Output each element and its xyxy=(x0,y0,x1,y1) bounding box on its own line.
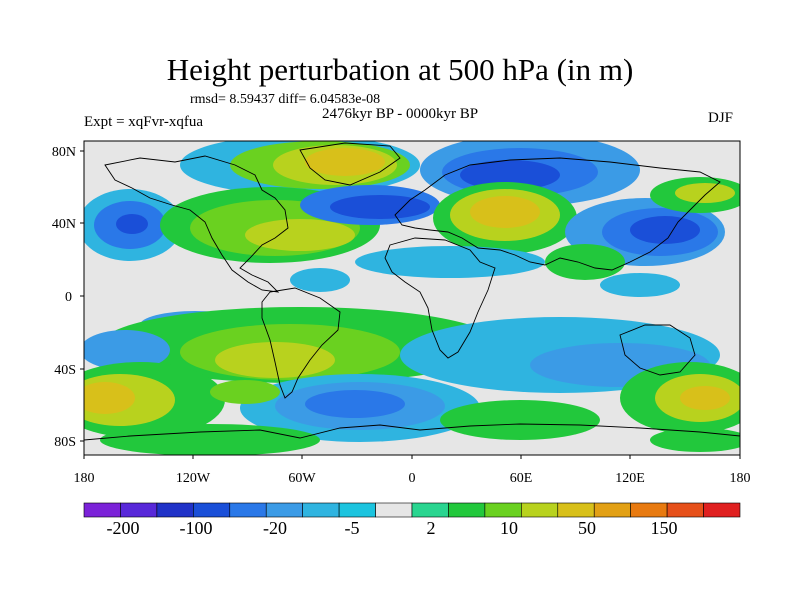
coastline-africa xyxy=(384,237,496,359)
field-patch xyxy=(245,219,355,251)
colorbar-swatch xyxy=(666,502,704,518)
field-patch xyxy=(470,196,540,228)
coastline-australia xyxy=(619,324,696,376)
x-tick-label: 0 xyxy=(409,471,416,486)
colorbar-swatch xyxy=(375,502,413,518)
field-patch xyxy=(600,273,680,297)
field-patch xyxy=(630,216,700,244)
field-patch xyxy=(330,195,430,219)
x-tick-label: 60W xyxy=(288,471,316,486)
field-patch xyxy=(355,246,545,278)
colorbar-label: 10 xyxy=(500,518,518,538)
colorbar-swatch xyxy=(557,502,595,518)
stats-label: rmsd= 8.59437 diff= 6.04583e-08 xyxy=(190,92,381,107)
colorbar-swatch xyxy=(193,502,231,518)
season-label: DJF xyxy=(708,110,734,126)
colorbar-swatch xyxy=(521,502,559,518)
colorbar xyxy=(83,502,741,518)
coastline-greenland xyxy=(299,142,401,186)
experiment-label: Expt = xqFvr-xqfua xyxy=(84,114,203,130)
coastline-eurasia xyxy=(394,157,721,271)
colorbar-label: -100 xyxy=(180,518,213,538)
colorbar-label: 150 xyxy=(651,518,678,538)
coastline-south-america xyxy=(261,287,341,399)
colorbar-swatch xyxy=(338,502,376,518)
field-patch xyxy=(545,244,625,280)
coastline-antarctica xyxy=(84,423,740,441)
field-shading xyxy=(84,141,740,455)
colorbar-swatch xyxy=(484,502,522,518)
y-tick-label: 40N xyxy=(52,217,76,232)
field-patch xyxy=(440,400,600,440)
colorbar-swatch xyxy=(630,502,668,518)
colorbar-label: 2 xyxy=(427,518,436,538)
colorbar-label: -5 xyxy=(345,518,360,538)
field-patch xyxy=(100,424,320,455)
colorbar-label: 50 xyxy=(578,518,596,538)
field-patch xyxy=(210,380,280,404)
field-patch xyxy=(116,214,148,234)
colorbar-label: -200 xyxy=(107,518,140,538)
colorbar-swatch xyxy=(448,502,486,518)
field-patch xyxy=(84,330,170,370)
colorbar-swatch xyxy=(265,502,303,518)
period-label: 2476kyr BP - 0000kyr BP xyxy=(322,106,479,122)
y-tick-label: 80S xyxy=(54,435,76,450)
colorbar-swatch xyxy=(229,502,267,518)
colorbar-labels: -200 -100 -20 -5 2 10 50 150 xyxy=(107,518,678,538)
x-tick-label: 180 xyxy=(730,471,751,486)
field-patch xyxy=(290,268,350,292)
x-tick-labels: 180 120W 60W 0 60E 120E 180 xyxy=(74,471,751,486)
plot-title: Height perturbation at 500 hPa (in m) xyxy=(166,52,634,87)
field-patch xyxy=(675,183,735,203)
colorbar-swatch xyxy=(593,502,631,518)
x-tick-label: 120W xyxy=(176,471,211,486)
colorbar-swatch xyxy=(120,502,158,518)
y-tick-label: 80N xyxy=(52,145,76,160)
x-tick-label: 180 xyxy=(74,471,95,486)
colorbar-swatch xyxy=(411,502,449,518)
field-patch xyxy=(680,386,730,410)
coastline-north-america xyxy=(104,155,289,293)
field-patch xyxy=(460,160,560,190)
y-tick-label: 40S xyxy=(54,363,76,378)
colorbar-swatch xyxy=(703,502,741,518)
field-patch xyxy=(305,148,385,176)
colorbar-swatch xyxy=(302,502,340,518)
colorbar-swatch xyxy=(156,502,194,518)
ticks xyxy=(80,150,741,459)
coastlines xyxy=(84,142,740,441)
x-tick-label: 60E xyxy=(510,471,533,486)
field-patch xyxy=(305,390,405,418)
colorbar-label: -20 xyxy=(263,518,287,538)
field-patch xyxy=(84,382,135,414)
y-tick-label: 0 xyxy=(65,290,72,305)
y-tick-labels: 80N 40N 0 40S 80S xyxy=(52,145,76,450)
x-tick-label: 120E xyxy=(615,471,645,486)
colorbar-swatch xyxy=(83,502,121,518)
